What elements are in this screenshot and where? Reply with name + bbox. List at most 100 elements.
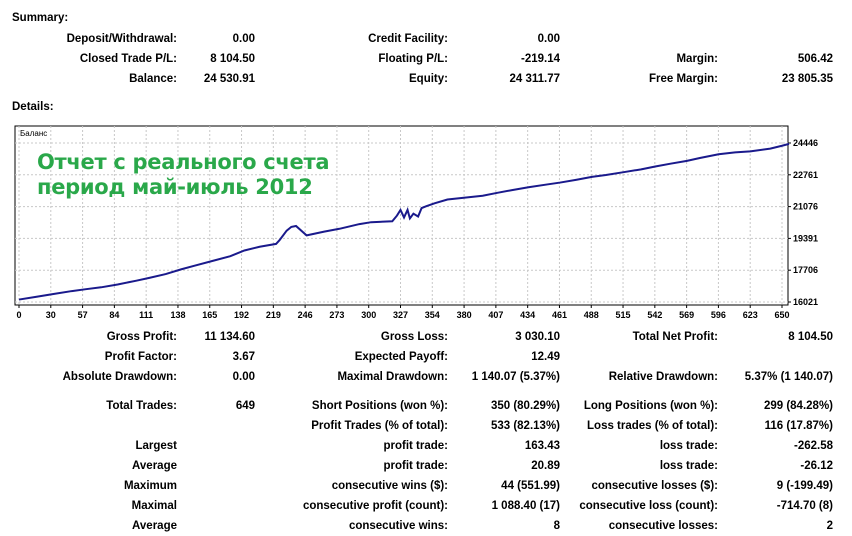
details-row: Largest profit trade: 163.43 loss trade: -26… <box>0 440 852 456</box>
details-row: Maximum consecutive wins ($): 44 (551.99) c… <box>0 480 852 496</box>
y-tick-label: 19391 <box>793 233 818 243</box>
stat-value: 116 (17.87%) <box>764 420 833 432</box>
balance-line <box>18 142 790 301</box>
stat-value: 8 104.50 <box>210 53 255 65</box>
stat-label: Floating P/L: <box>378 53 448 65</box>
stat-label: profit trade: <box>383 460 448 472</box>
stat-label: loss trade: <box>659 460 718 472</box>
chart-title: Баланс <box>20 129 48 138</box>
x-tick-label: 380 <box>457 310 472 320</box>
x-tick-label: 246 <box>298 310 313 320</box>
x-tick-label: 300 <box>361 310 376 320</box>
x-tick-label: 273 <box>329 310 344 320</box>
stat-value: 0.00 <box>537 33 560 45</box>
stat-value: 9 (-199.49) <box>776 480 833 492</box>
details-title: Details: <box>12 101 54 113</box>
stat-value: 24 311.77 <box>509 73 560 85</box>
stat-label: Equity: <box>409 73 448 85</box>
details-row: Maximal consecutive profit (count): 1 088.… <box>0 500 852 516</box>
stat-label: consecutive wins: <box>348 520 448 532</box>
stat-label: consecutive losses ($): <box>591 480 718 492</box>
stat-label: consecutive losses: <box>608 520 718 532</box>
stat-label: Maximal Drawdown: <box>337 371 448 383</box>
stat-label: Credit Facility: <box>368 33 448 45</box>
x-tick-label: 515 <box>616 310 631 320</box>
stat-value: -714.70 (8) <box>776 500 833 512</box>
stat-value: -219.14 <box>520 53 560 65</box>
stat-value: 12.49 <box>531 351 560 363</box>
x-tick-label: 623 <box>743 310 758 320</box>
stat-label: Expected Payoff: <box>354 351 448 363</box>
stat-label: consecutive loss (count): <box>579 500 718 512</box>
stat-label: Profit Factor: <box>104 351 177 363</box>
stat-label: Deposit/Withdrawal: <box>66 33 177 45</box>
x-tick-label: 407 <box>488 310 503 320</box>
stat-value: 506.42 <box>797 53 833 65</box>
stat-value: 44 (551.99) <box>501 480 560 492</box>
x-tick-label: 84 <box>109 310 119 320</box>
stat-value: 1 088.40 (17) <box>491 500 560 512</box>
y-tick-label: 22761 <box>793 170 818 180</box>
details-row: Average profit trade: 20.89 loss trade: -26.… <box>0 460 852 476</box>
details-row: Total Trades: 649 Short Positions (won %):… <box>0 400 852 416</box>
summary-row: Balance: 24 530.91 Equity: 24 311.77 Free Ma… <box>0 73 852 89</box>
stat-value: 20.89 <box>531 460 560 472</box>
stat-label: Gross Loss: <box>380 331 448 343</box>
stat-value: 533 (82.13%) <box>490 420 560 432</box>
plot-area <box>14 125 789 306</box>
stat-label: Absolute Drawdown: <box>62 371 177 383</box>
x-tick-label: 327 <box>393 310 408 320</box>
stat-value: 649 <box>235 400 255 412</box>
details-row: Profit Trades (% of total): 533 (82.13%) L… <box>0 420 852 436</box>
stat-label: Profit Trades (% of total): <box>311 420 448 432</box>
summary-row: Closed Trade P/L: 8 104.50 Floating P/L: -2… <box>0 53 852 69</box>
stat-label: consecutive wins ($): <box>331 480 448 492</box>
x-tick-label: 434 <box>520 310 535 320</box>
stat-value: 23 805.35 <box>781 73 833 85</box>
stat-value: 3 030.10 <box>515 331 560 343</box>
stat-label: Largest <box>135 440 177 452</box>
balance-chart: 0 30 57 84 111 138 165 192 219 246 273 300 327 354 380… <box>14 125 818 320</box>
stat-value: -26.12 <box>800 460 833 472</box>
stat-label: Maximal <box>131 500 177 512</box>
stat-value: 0.00 <box>232 371 255 383</box>
overlay-text-line2: период май-июль 2012 <box>37 175 313 199</box>
stat-label: Closed Trade P/L: <box>79 53 177 65</box>
x-tick-label: 138 <box>170 310 185 320</box>
x-tick-label: 650 <box>774 310 789 320</box>
details-row: Profit Factor: 3.67 Expected Payoff: 12.49 <box>0 351 852 367</box>
y-tick-label: 21076 <box>793 202 818 212</box>
x-tick-label: 30 <box>46 310 56 320</box>
stat-label: Gross Profit: <box>106 331 177 343</box>
stat-label: Free Margin: <box>648 73 718 85</box>
y-tick-label: 16021 <box>793 297 818 307</box>
stat-label: Total Trades: <box>106 400 177 412</box>
stat-label: profit trade: <box>383 440 448 452</box>
details-row: Gross Profit: 11 134.60 Gross Loss: 3 030.1… <box>0 331 852 347</box>
stat-value: 299 (84.28%) <box>763 400 833 412</box>
summary-row: Deposit/Withdrawal: 0.00 Credit Facility: 0… <box>0 33 852 49</box>
stat-value: 8 <box>553 520 560 532</box>
stat-value: 163.43 <box>524 440 560 452</box>
stat-label: Long Positions (won %): <box>583 400 718 412</box>
stat-label: loss trade: <box>659 440 718 452</box>
stat-value: 1 140.07 (5.37%) <box>471 371 560 383</box>
stat-label: Average <box>132 460 177 472</box>
x-tick-label: 488 <box>584 310 599 320</box>
stat-value: 3.67 <box>232 351 255 363</box>
y-tick-label: 24446 <box>793 138 818 148</box>
x-tick-label: 192 <box>234 310 249 320</box>
stat-value: 8 104.50 <box>788 331 833 343</box>
stat-label: Maximum <box>123 480 177 492</box>
stat-label: Loss trades (% of total): <box>587 420 718 432</box>
stat-value: 2 <box>826 520 833 532</box>
stat-value: 0.00 <box>232 33 255 45</box>
x-tick-label: 569 <box>679 310 694 320</box>
stat-label: Relative Drawdown: <box>608 371 718 383</box>
stat-label: Total Net Profit: <box>632 331 718 343</box>
overlay-text-line1: Отчет с реального счета <box>37 150 330 174</box>
x-tick-label: 542 <box>647 310 662 320</box>
stat-value: -262.58 <box>793 440 833 452</box>
stat-value: 5.37% (1 140.07) <box>744 371 833 383</box>
stat-label: Margin: <box>676 53 718 65</box>
